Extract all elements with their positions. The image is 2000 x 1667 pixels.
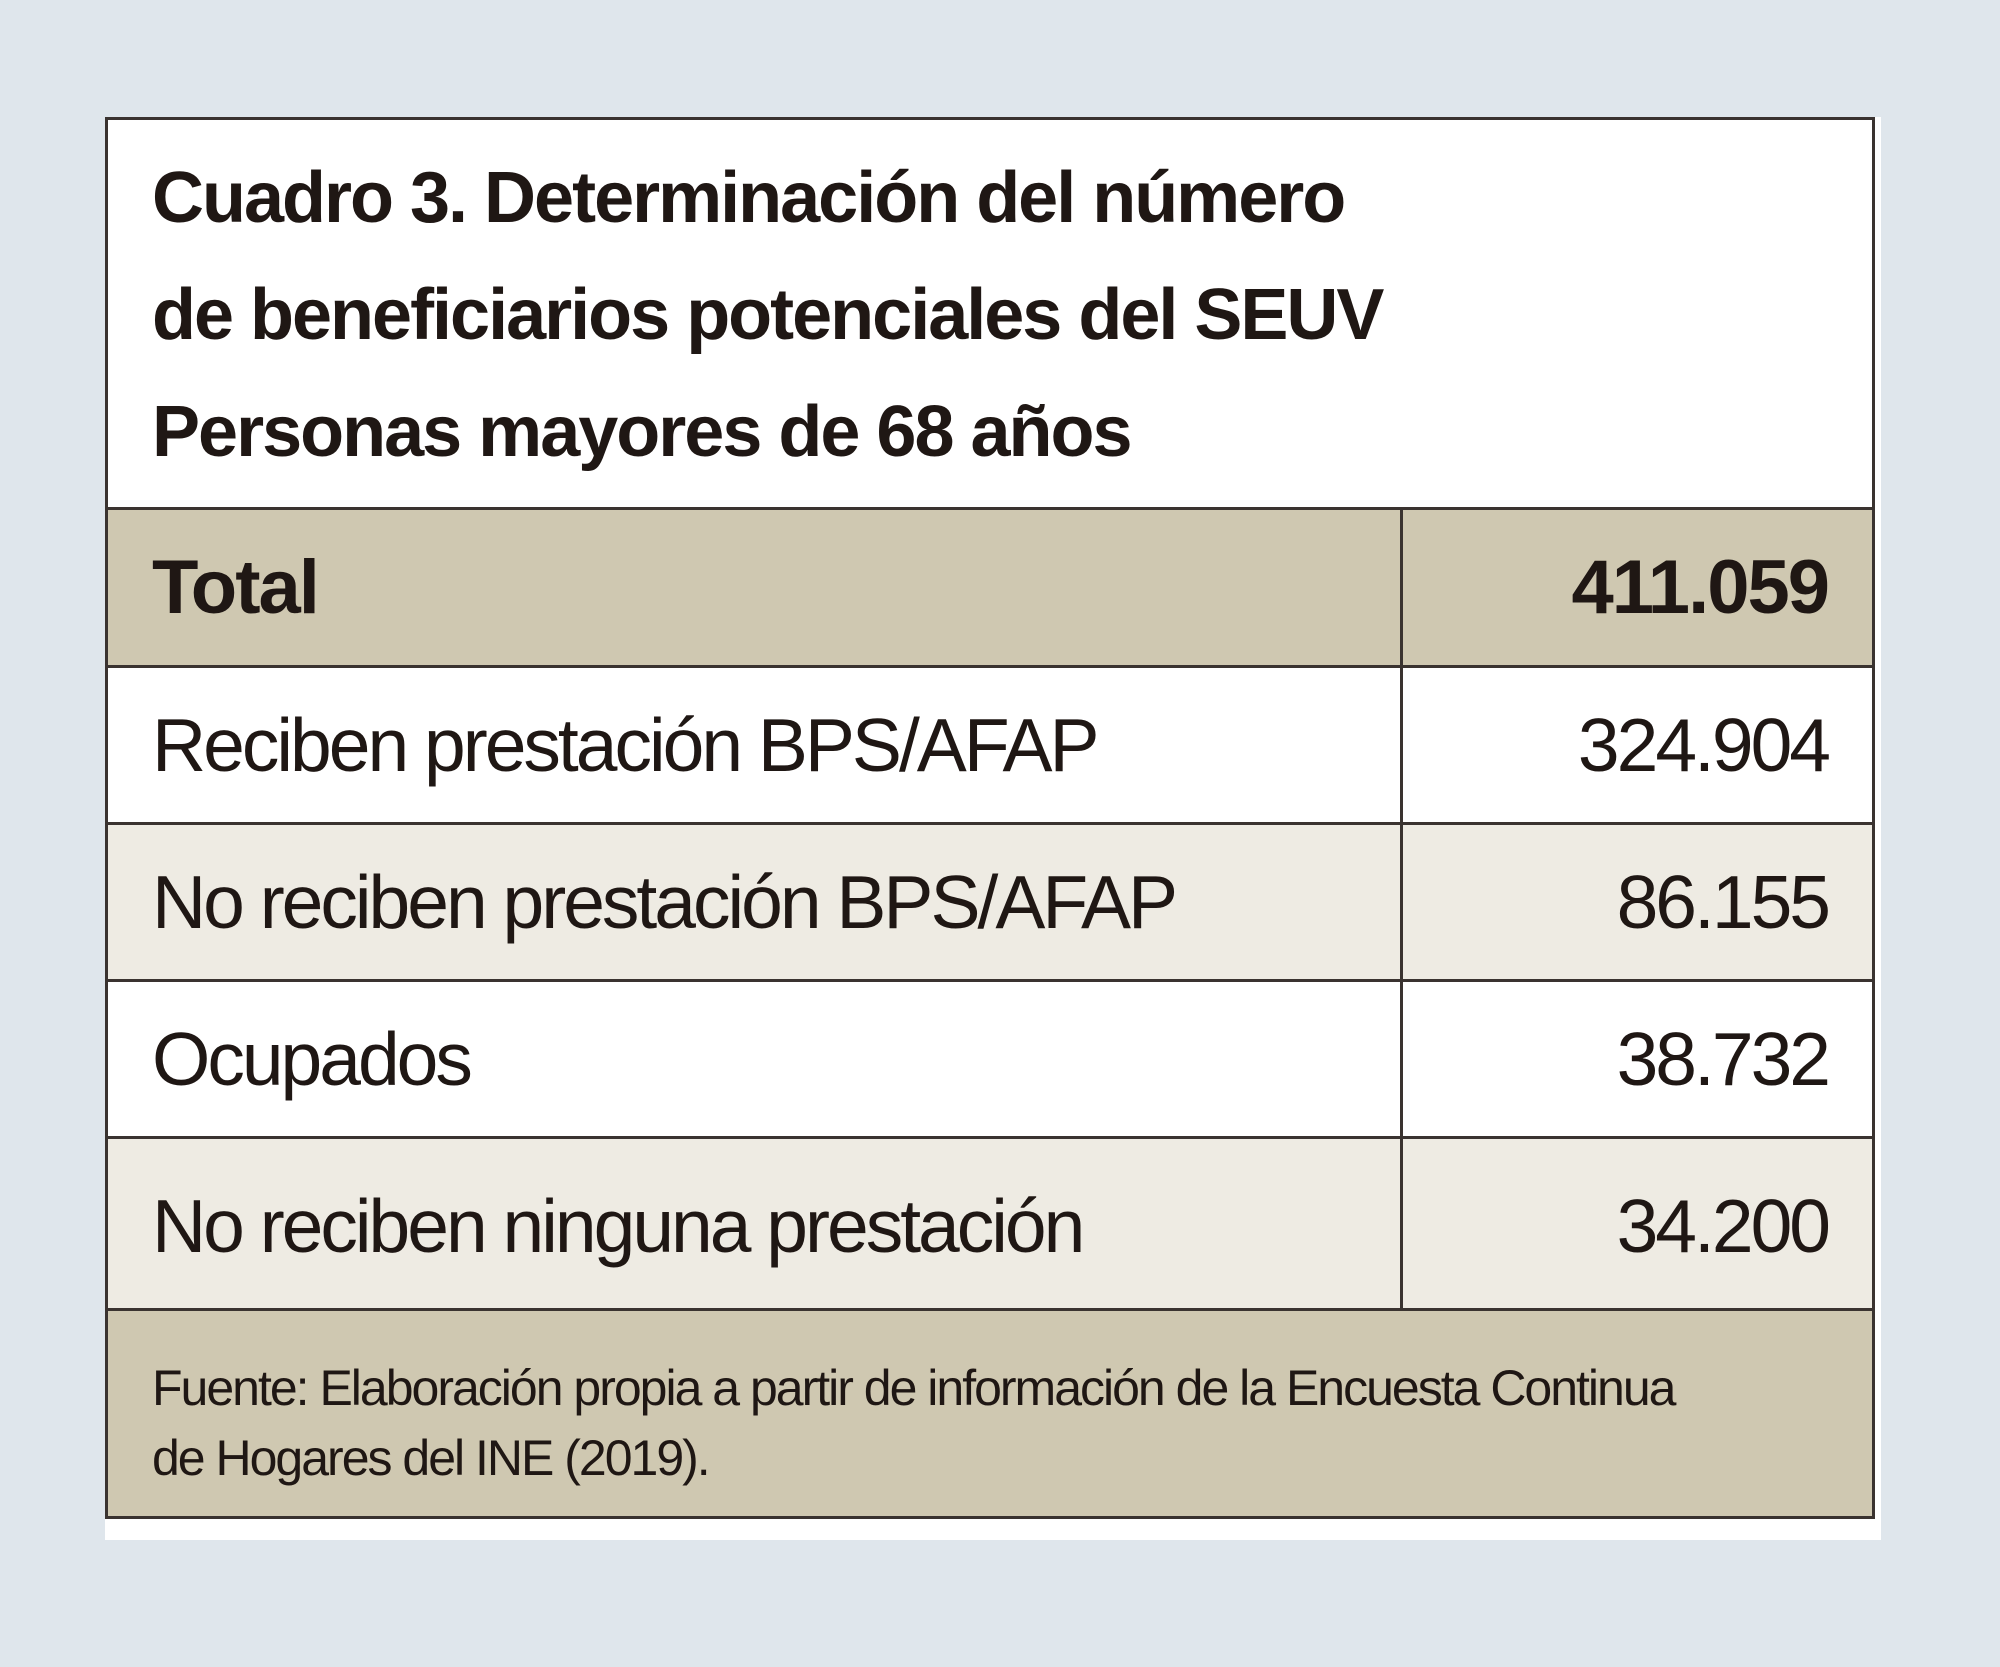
source-line-1: Fuente: Elaboración propia a partir de i… (152, 1360, 1676, 1416)
table-body: Total 411.059 Reciben prestación BPS/AFA… (108, 507, 1872, 1312)
row-label: No reciben prestación BPS/AFAP (108, 825, 1403, 979)
row-value: 34.200 (1616, 1183, 1831, 1268)
row-label: No reciben ninguna prestación (108, 1139, 1403, 1312)
table-title: Cuadro 3. Determinación del número de be… (108, 120, 1872, 507)
title-line-3: Personas mayores de 68 años (152, 392, 1133, 472)
table-row: Ocupados 38.732 (108, 979, 1872, 1136)
table-row: No reciben ninguna prestación 34.200 (108, 1136, 1872, 1312)
table-row: No reciben prestación BPS/AFAP 86.155 (108, 822, 1872, 979)
row-label: Reciben prestación BPS/AFAP (108, 668, 1403, 822)
row-value: 411.059 (1571, 545, 1830, 630)
row-label: Ocupados (108, 982, 1403, 1136)
row-value: 86.155 (1616, 860, 1831, 944)
source-line-2: de Hogares del INE (2019). (152, 1430, 711, 1486)
source-note: Fuente: Elaboración propia a partir de i… (108, 1308, 1872, 1516)
table-card: Cuadro 3. Determinación del número de be… (105, 117, 1881, 1540)
title-line-2: de beneficiarios potenciales del SEUV (152, 275, 1384, 355)
row-label: Total (108, 510, 1403, 665)
row-value: 38.732 (1616, 1017, 1831, 1101)
table-row: Reciben prestación BPS/AFAP 324.904 (108, 665, 1872, 822)
row-value: 324.904 (1577, 703, 1831, 787)
data-table: Cuadro 3. Determinación del número de be… (105, 117, 1875, 1519)
title-line-1: Cuadro 3. Determinación del número (152, 158, 1346, 238)
table-row-total: Total 411.059 (108, 507, 1872, 665)
